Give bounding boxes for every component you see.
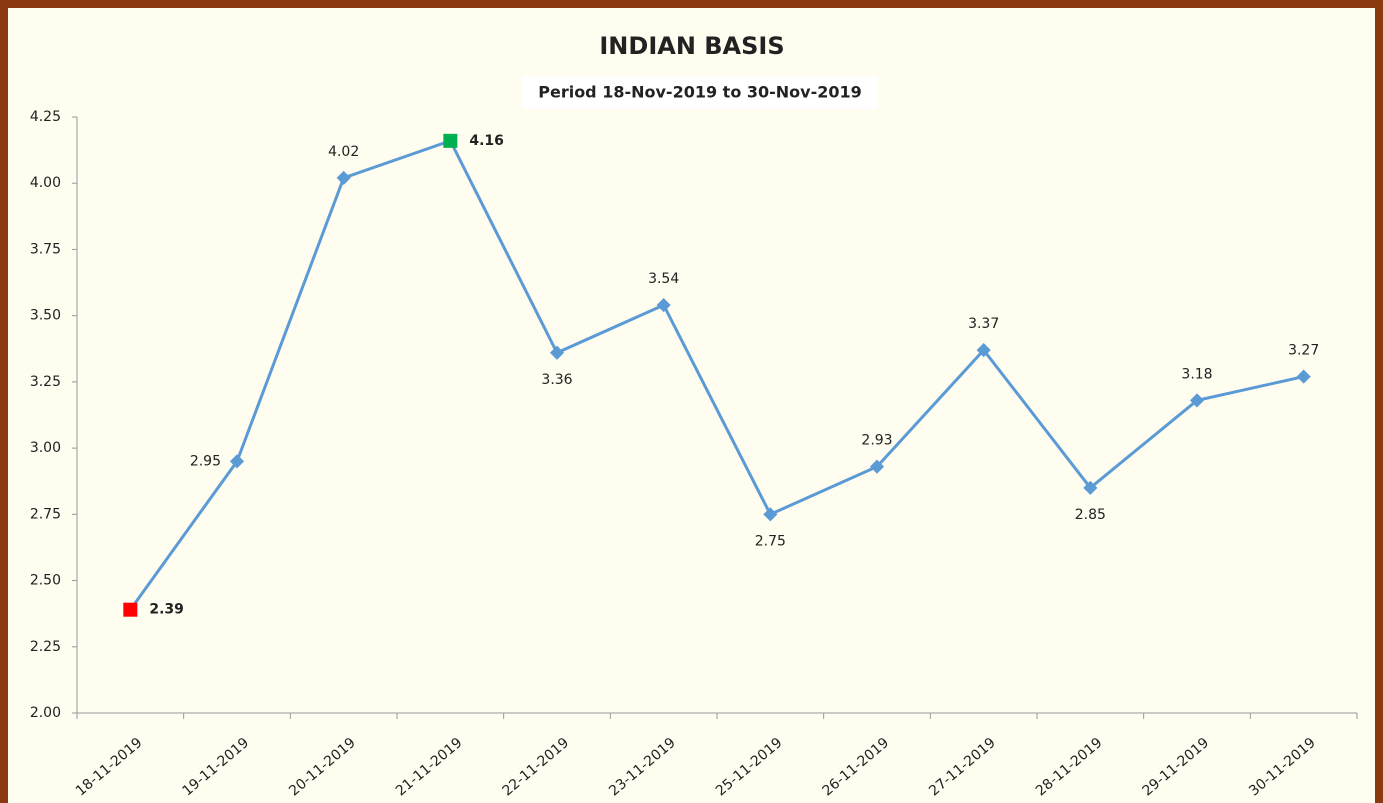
y-tick-label: 3.00: [30, 440, 61, 456]
y-tick-label: 2.75: [30, 506, 61, 522]
y-tick-label: 3.25: [30, 374, 61, 390]
marker: [869, 459, 885, 474]
extreme-marker: [123, 602, 138, 617]
data-label: 2.39: [149, 602, 184, 618]
marker: [1083, 480, 1098, 495]
data-label: 2.93: [861, 433, 892, 449]
marker: [976, 343, 991, 358]
data-label: 3.37: [968, 316, 999, 332]
line: [129, 138, 1304, 611]
y-tick-label: 2.00: [30, 705, 61, 721]
extreme-marker: [443, 133, 458, 148]
marker: [1296, 369, 1311, 384]
chart-subtitle: Period 18-Nov-2019 to 30-Nov-2019: [538, 83, 862, 102]
y-tick-label: 4.00: [30, 175, 61, 191]
data-label: 2.95: [190, 453, 221, 469]
data-label: 3.27: [1288, 343, 1319, 359]
marker: [336, 170, 351, 185]
data-label: 4.16: [469, 133, 504, 149]
y-tick-label: 4.25: [30, 109, 61, 125]
subtitle-box: [522, 76, 878, 109]
data-label: 4.02: [328, 144, 359, 160]
y-tick-label: 3.50: [30, 308, 61, 324]
y-tick-label: 2.50: [30, 573, 61, 589]
data-label: 3.36: [541, 372, 572, 388]
data-label: 3.18: [1181, 366, 1212, 382]
data-label: 2.85: [1075, 507, 1106, 523]
marker: [229, 454, 245, 469]
data-label: 2.75: [755, 533, 786, 549]
marker: [1189, 393, 1205, 408]
marker: [656, 298, 671, 313]
y-tick-label: 3.75: [30, 241, 61, 257]
chart-title: INDIAN BASIS: [599, 32, 784, 60]
marker: [763, 507, 778, 522]
data-label: 3.54: [648, 271, 679, 287]
y-tick-label: 2.25: [30, 639, 61, 655]
marker: [549, 345, 565, 360]
